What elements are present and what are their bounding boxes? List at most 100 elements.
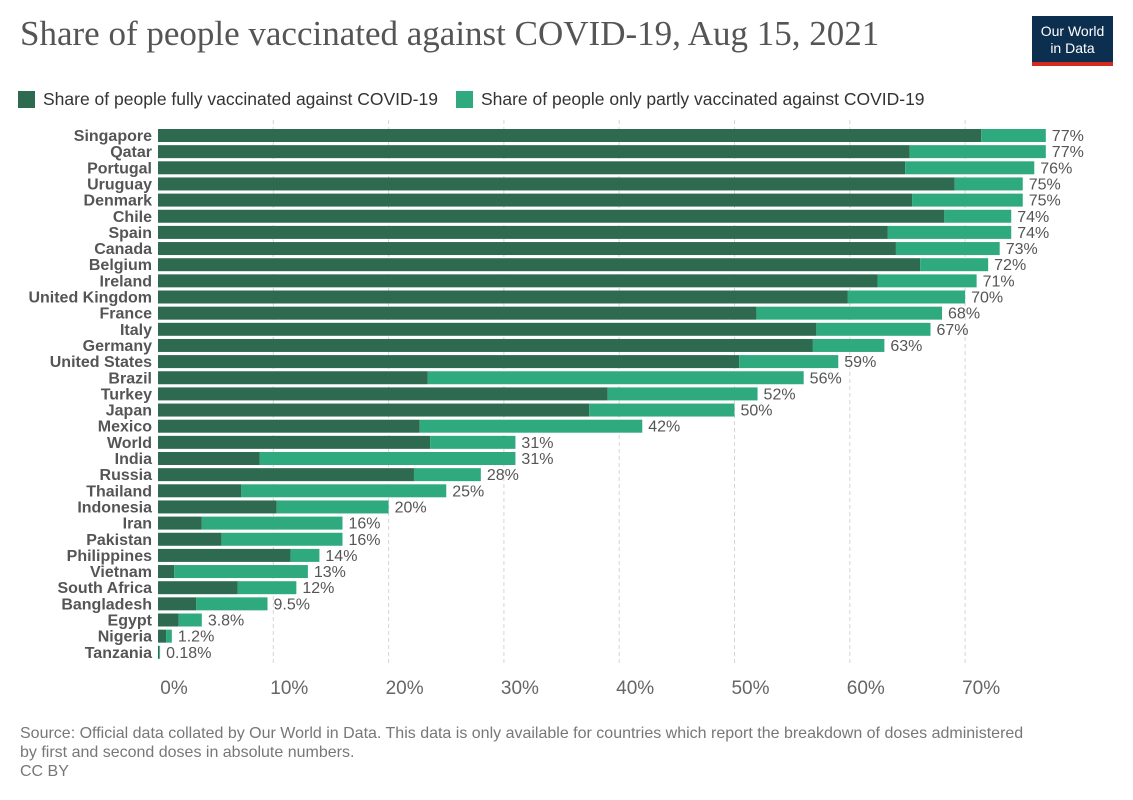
bar-fully-vaccinated[interactable] [158, 387, 608, 401]
bar-fully-vaccinated[interactable] [158, 371, 428, 385]
bar-fully-vaccinated[interactable] [158, 209, 945, 223]
value-label: 16% [348, 532, 380, 549]
country-label: Singapore [74, 128, 152, 145]
bar-fully-vaccinated[interactable] [158, 435, 431, 449]
value-label: 16% [348, 516, 380, 533]
value-label: 9.5% [274, 596, 310, 613]
value-label: 75% [1029, 176, 1061, 193]
bar-partly-vaccinated[interactable] [174, 565, 308, 579]
x-tick-label: 40% [616, 678, 654, 699]
bar-fully-vaccinated[interactable] [158, 177, 955, 191]
bar-partly-vaccinated[interactable] [589, 403, 735, 417]
bar-fully-vaccinated[interactable] [158, 629, 167, 643]
bar-partly-vaccinated[interactable] [430, 435, 516, 449]
bar-fully-vaccinated[interactable] [158, 225, 888, 239]
legend: Share of people fully vaccinated against… [18, 89, 943, 110]
bar-partly-vaccinated[interactable] [816, 322, 931, 336]
bar-fully-vaccinated[interactable] [158, 613, 179, 627]
country-label: Bangladesh [61, 596, 152, 613]
bar-fully-vaccinated[interactable] [158, 145, 910, 159]
value-label: 25% [452, 483, 484, 500]
bar-fully-vaccinated[interactable] [158, 581, 238, 595]
bar-partly-vaccinated[interactable] [905, 161, 1035, 175]
bar-fully-vaccinated[interactable] [158, 468, 414, 482]
bar-partly-vaccinated[interactable] [847, 290, 966, 304]
bar-fully-vaccinated[interactable] [158, 532, 222, 546]
bar-partly-vaccinated[interactable] [259, 452, 516, 465]
bar-partly-vaccinated[interactable] [909, 145, 1046, 159]
bar-partly-vaccinated[interactable] [427, 371, 804, 385]
country-label: Tanzania [85, 645, 152, 662]
bar-fully-vaccinated[interactable] [158, 274, 878, 288]
bar-fully-vaccinated[interactable] [158, 306, 757, 320]
legend-item-partly[interactable]: Share of people only partly vaccinated a… [455, 89, 925, 110]
bar-partly-vaccinated[interactable] [607, 387, 758, 401]
value-label: 0.18% [166, 645, 211, 662]
source-note-line-2: by first and second doses in absolute nu… [20, 744, 355, 761]
bar-partly-vaccinated[interactable] [812, 338, 885, 352]
bar-partly-vaccinated[interactable] [196, 597, 268, 611]
logo-line-1: Our World [1040, 23, 1105, 39]
bar-fully-vaccinated[interactable] [158, 516, 202, 530]
country-label: Thailand [86, 483, 152, 500]
bar-fully-vaccinated[interactable] [158, 548, 291, 562]
bar-partly-vaccinated[interactable] [290, 548, 320, 562]
value-label: 74% [1017, 209, 1049, 226]
bar-fully-vaccinated[interactable] [158, 242, 896, 256]
country-label: India [115, 451, 152, 468]
bar-fully-vaccinated[interactable] [158, 258, 921, 272]
bars: 77%77%76%75%75%74%74%73%72%71%70%68%67%6… [158, 128, 1084, 662]
bar-partly-vaccinated[interactable] [413, 468, 481, 482]
bar-partly-vaccinated[interactable] [895, 242, 1000, 256]
bar-fully-vaccinated[interactable] [158, 597, 197, 611]
bar-partly-vaccinated[interactable] [166, 629, 172, 643]
bar-partly-vaccinated[interactable] [237, 581, 297, 595]
bar-fully-vaccinated[interactable] [158, 290, 848, 304]
bar-fully-vaccinated[interactable] [158, 484, 242, 498]
bar-partly-vaccinated[interactable] [178, 613, 202, 627]
bar-partly-vaccinated[interactable] [954, 177, 1023, 191]
bar-fully-vaccinated[interactable] [158, 565, 175, 579]
bar-partly-vaccinated[interactable] [159, 645, 161, 659]
country-label: Vietnam [90, 564, 152, 581]
owid-logo[interactable]: Our World in Data [1032, 16, 1113, 66]
value-label: 73% [1006, 241, 1038, 258]
bar-fully-vaccinated[interactable] [158, 355, 740, 369]
country-label: Japan [106, 403, 152, 420]
bar-partly-vaccinated[interactable] [912, 193, 1023, 207]
bar-fully-vaccinated[interactable] [158, 161, 906, 175]
bar-fully-vaccinated[interactable] [158, 129, 982, 142]
bar-partly-vaccinated[interactable] [981, 129, 1046, 142]
bar-partly-vaccinated[interactable] [241, 484, 447, 498]
bar-fully-vaccinated[interactable] [158, 322, 817, 336]
bar-partly-vaccinated[interactable] [920, 258, 989, 272]
country-label: Mexico [98, 419, 152, 436]
legend-item-fully[interactable]: Share of people fully vaccinated against… [18, 89, 438, 110]
value-label: 75% [1029, 193, 1061, 210]
bar-partly-vaccinated[interactable] [756, 306, 943, 320]
bar-partly-vaccinated[interactable] [221, 532, 343, 546]
bar-partly-vaccinated[interactable] [419, 419, 643, 433]
country-label: Brazil [108, 370, 152, 387]
value-label: 76% [1040, 160, 1072, 177]
bar-partly-vaccinated[interactable] [201, 516, 343, 530]
bar-fully-vaccinated[interactable] [158, 500, 277, 514]
bar-fully-vaccinated[interactable] [158, 452, 260, 465]
country-label: South Africa [57, 580, 152, 597]
bar-fully-vaccinated[interactable] [158, 419, 420, 433]
bar-fully-vaccinated[interactable] [158, 645, 160, 659]
bar-fully-vaccinated[interactable] [158, 193, 913, 207]
value-label: 14% [325, 548, 357, 565]
bar-partly-vaccinated[interactable] [887, 225, 1012, 239]
value-label: 31% [521, 451, 553, 468]
bar-fully-vaccinated[interactable] [158, 403, 590, 417]
country-label: Ireland [100, 273, 152, 290]
footer: Source: Official data collated by Our Wo… [20, 724, 1100, 781]
bar-fully-vaccinated[interactable] [158, 338, 813, 352]
bar-partly-vaccinated[interactable] [739, 355, 839, 369]
bar-partly-vaccinated[interactable] [276, 500, 389, 514]
chart-title: Share of people vaccinated against COVID… [20, 14, 880, 53]
bar-partly-vaccinated[interactable] [877, 274, 977, 288]
bar-partly-vaccinated[interactable] [944, 209, 1012, 223]
country-label: Egypt [108, 613, 153, 630]
